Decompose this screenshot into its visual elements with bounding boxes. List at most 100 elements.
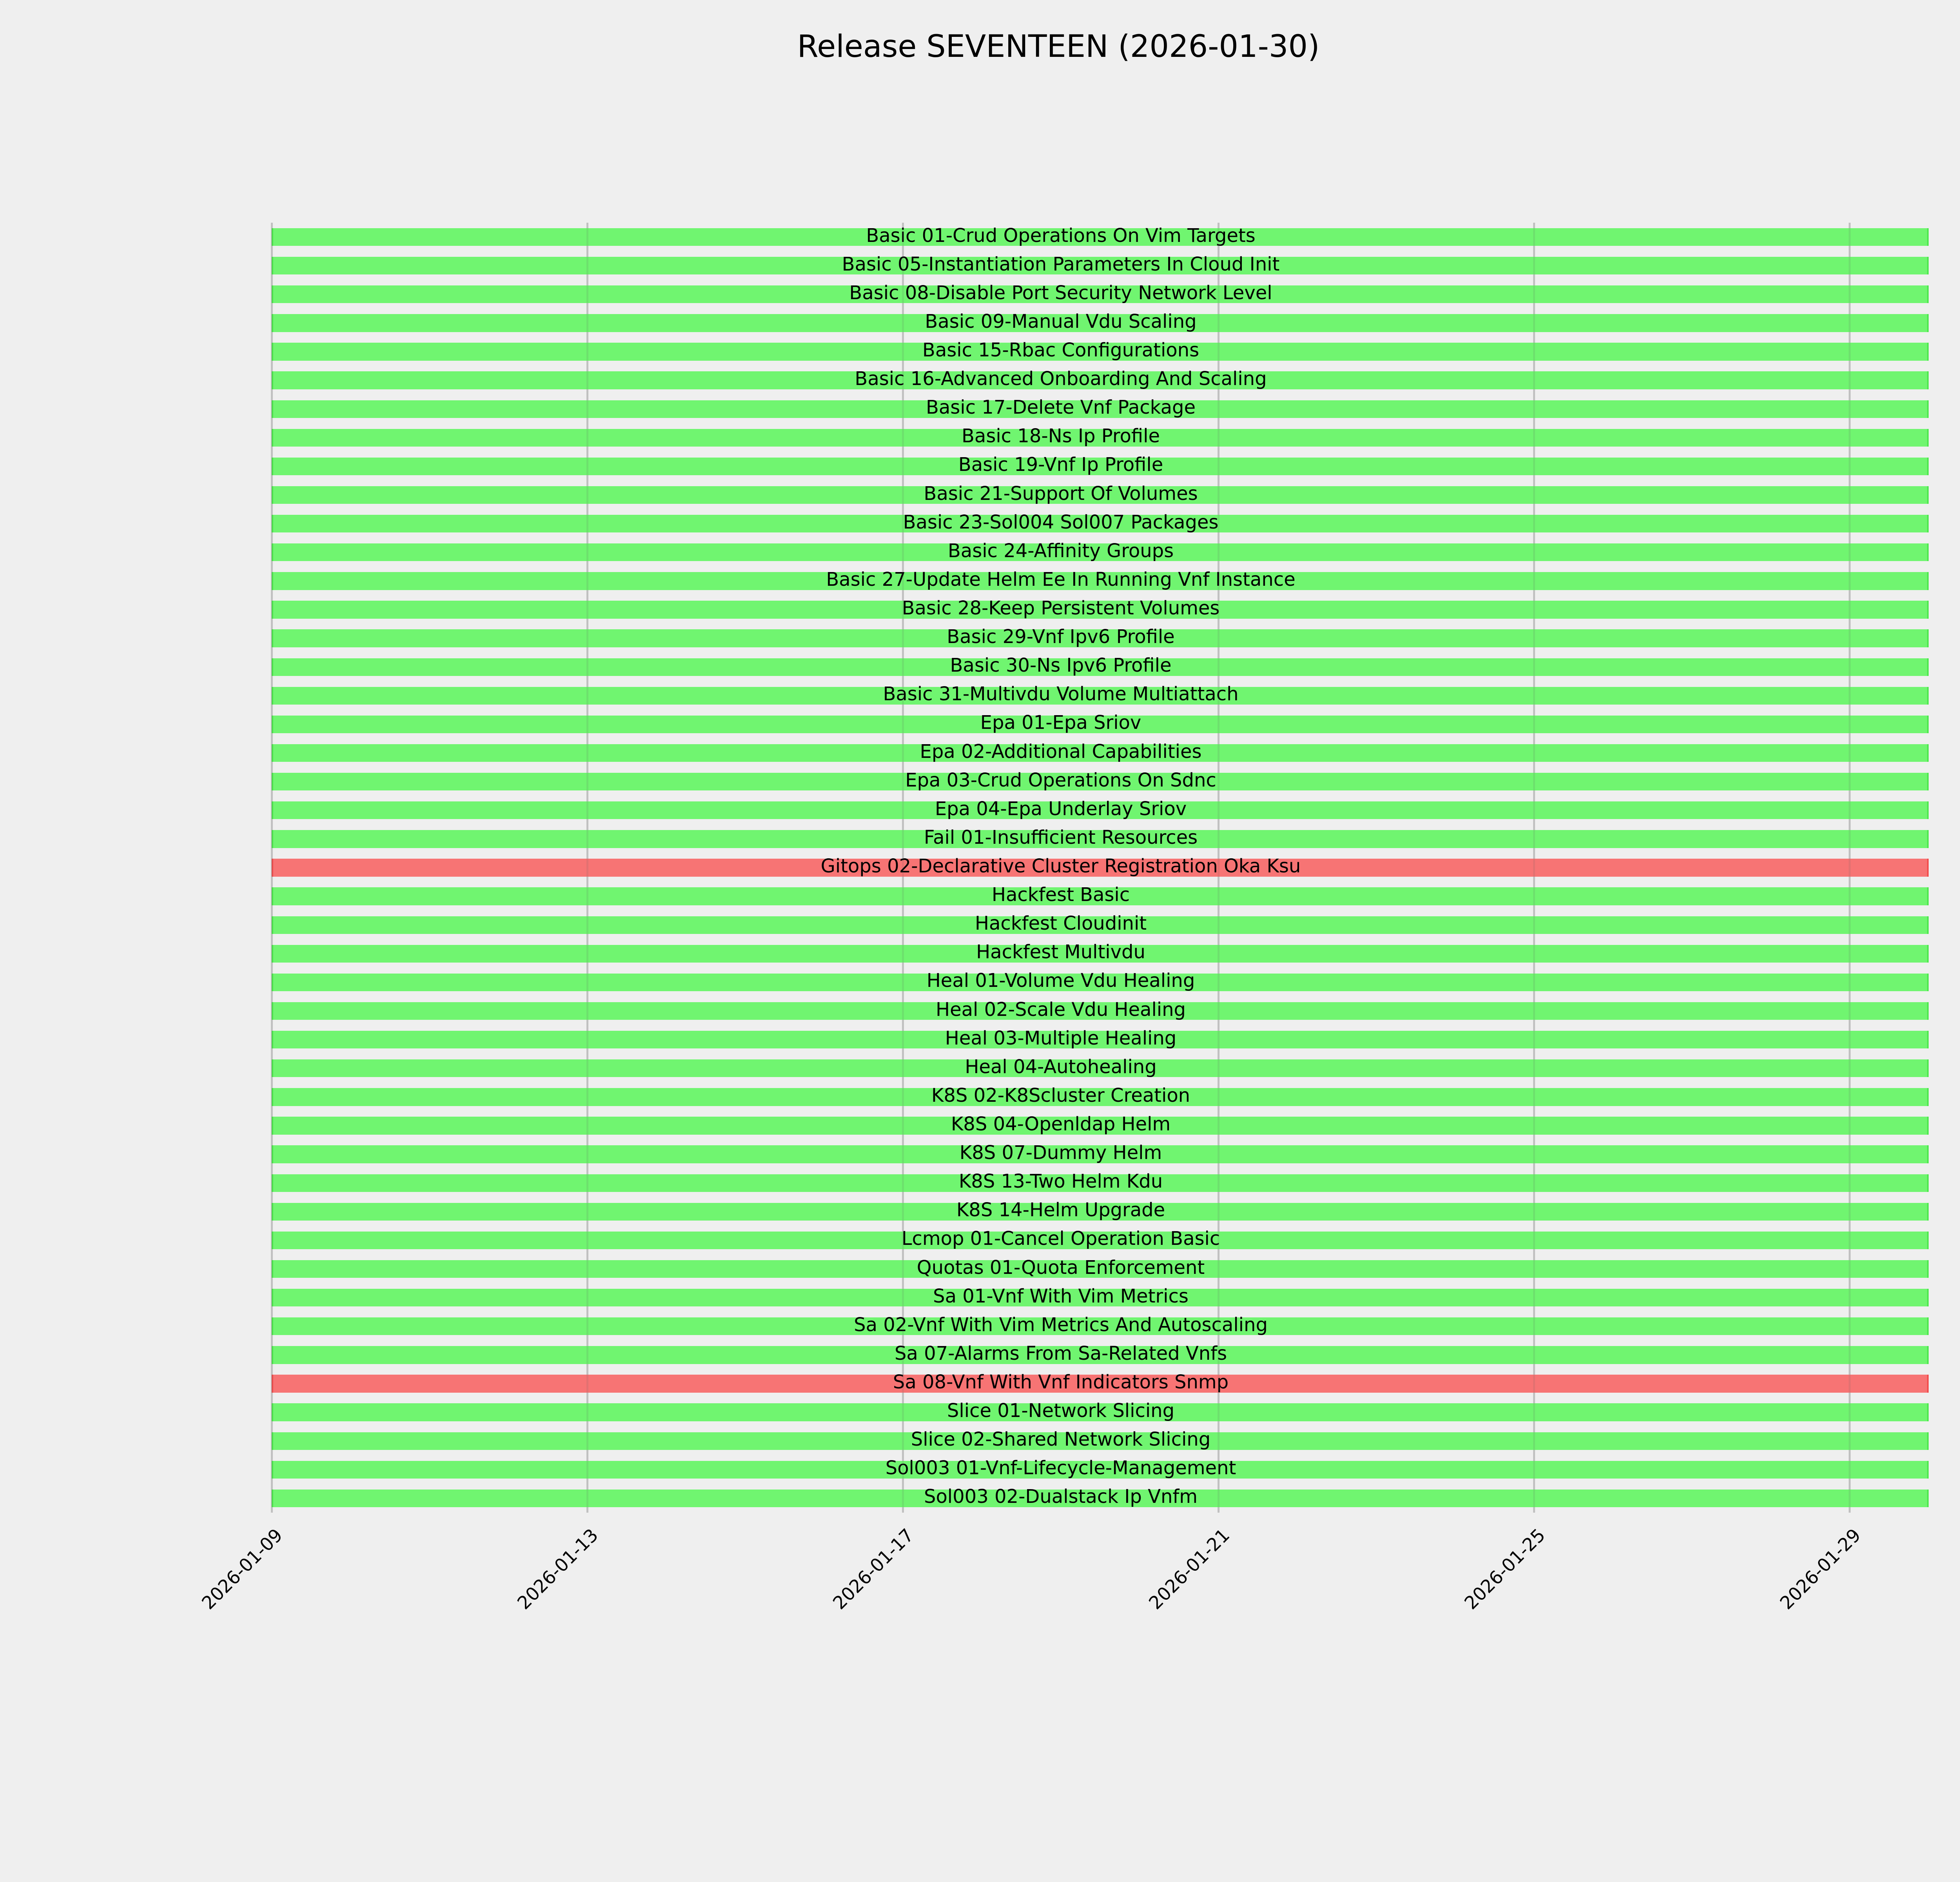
- gantt-row[interactable]: Basic 27-Update Helm Ee In Running Vnf I…: [193, 570, 1929, 590]
- gantt-task-label: Slice 01-Network Slicing: [947, 1400, 1175, 1422]
- gantt-row[interactable]: K8S 07-Dummy Helm: [193, 1143, 1929, 1163]
- gantt-bar-pass[interactable]: [272, 715, 1929, 734]
- gantt-bar-fail[interactable]: [272, 1375, 1929, 1393]
- gantt-row[interactable]: Basic 17-Delete Vnf Package: [193, 398, 1929, 418]
- gantt-bar-pass[interactable]: [272, 572, 1929, 590]
- gantt-bar-pass[interactable]: [272, 343, 1929, 361]
- gantt-row[interactable]: Heal 04-Autohealing: [193, 1055, 1929, 1078]
- gantt-bar-pass[interactable]: [272, 1059, 1929, 1077]
- gantt-row[interactable]: Epa 04-Epa Underlay Sriov: [193, 799, 1929, 819]
- plot-area: Basic 01-Crud Operations On Vim Targets B…: [193, 223, 1929, 1513]
- gantt-bar-pass[interactable]: [272, 1088, 1929, 1106]
- gantt-task-label: Basic 23-Sol004 Sol007 Packages: [903, 511, 1219, 533]
- gantt-bar-pass[interactable]: [272, 830, 1929, 848]
- gantt-bar-pass[interactable]: [272, 1461, 1929, 1479]
- gantt-row[interactable]: Sa 08-Vnf With Vnf Indicators Snmp: [193, 1373, 1929, 1393]
- gantt-bar-pass[interactable]: [272, 945, 1929, 963]
- gantt-row[interactable]: Heal 03-Multiple Healing: [193, 1029, 1929, 1049]
- gantt-row[interactable]: Epa 02-Additional Capabilities: [193, 742, 1929, 762]
- gantt-row[interactable]: Basic 28-Keep Persistent Volumes: [193, 599, 1929, 619]
- gantt-bar-pass[interactable]: [272, 658, 1929, 676]
- gantt-row[interactable]: Heal 01-Volume Vdu Healing: [193, 970, 1929, 992]
- gantt-bar-pass[interactable]: [272, 1403, 1929, 1421]
- gantt-row[interactable]: Heal 02-Scale Vdu Healing: [193, 1000, 1929, 1020]
- gantt-row[interactable]: Basic 18-Ns Ip Profile: [193, 425, 1929, 447]
- gantt-bar-pass[interactable]: [272, 486, 1929, 504]
- gantt-bar-pass[interactable]: [272, 1203, 1929, 1221]
- gantt-bar-pass[interactable]: [272, 687, 1929, 705]
- gantt-row[interactable]: Basic 09-Manual Vdu Scaling: [193, 312, 1929, 332]
- gantt-bar-pass[interactable]: [272, 400, 1929, 418]
- gantt-row[interactable]: Lcmop 01-Cancel Operation Basic: [193, 1229, 1929, 1250]
- gantt-row[interactable]: Sa 02-Vnf With Vim Metrics And Autoscali…: [193, 1315, 1929, 1335]
- gantt-row[interactable]: Epa 01-Epa Sriov: [193, 713, 1929, 734]
- gantt-bar-pass[interactable]: [272, 1289, 1929, 1307]
- gantt-bar-pass[interactable]: [272, 1346, 1929, 1364]
- gantt-task-label: Heal 04-Autohealing: [965, 1055, 1157, 1078]
- gantt-row[interactable]: Basic 21-Support Of Volumes: [193, 482, 1929, 505]
- gantt-bar-pass[interactable]: [272, 429, 1929, 447]
- gantt-row[interactable]: Hackfest Basic: [193, 885, 1929, 905]
- gantt-bar-pass[interactable]: [272, 1031, 1929, 1049]
- gantt-task-label: Basic 21-Support Of Volumes: [924, 482, 1198, 505]
- gantt-row[interactable]: Basic 08-Disable Port Security Network L…: [193, 283, 1929, 303]
- gantt-row[interactable]: Slice 01-Network Slicing: [193, 1400, 1929, 1422]
- gantt-row[interactable]: Hackfest Multivdu: [193, 943, 1929, 963]
- gantt-row[interactable]: K8S 04-Openldap Helm: [193, 1113, 1929, 1135]
- gantt-bar-pass[interactable]: [272, 629, 1929, 647]
- gantt-bar-pass[interactable]: [272, 1002, 1929, 1020]
- gantt-bar-pass[interactable]: [272, 773, 1929, 791]
- gantt-row[interactable]: Basic 16-Advanced Onboarding And Scaling: [193, 369, 1929, 389]
- gantt-row[interactable]: K8S 02-K8Scluster Creation: [193, 1086, 1929, 1106]
- gantt-row[interactable]: Basic 19-Vnf Ip Profile: [193, 455, 1929, 476]
- gantt-bar-pass[interactable]: [272, 601, 1929, 619]
- gantt-row[interactable]: Gitops 02-Declarative Cluster Registrati…: [193, 857, 1929, 877]
- gantt-task-label: Basic 18-Ns Ip Profile: [961, 425, 1160, 447]
- gantt-row[interactable]: Basic 29-Vnf Ipv6 Profile: [193, 627, 1929, 647]
- gantt-task-label: Heal 01-Volume Vdu Healing: [926, 970, 1195, 992]
- gantt-row[interactable]: Slice 02-Shared Network Slicing: [193, 1430, 1929, 1450]
- chart-title: Release SEVENTEEN (2026-01-30): [797, 29, 1320, 64]
- gantt-task-label: K8S 04-Openldap Helm: [951, 1113, 1171, 1135]
- gantt-bar-pass[interactable]: [272, 744, 1929, 762]
- gantt-bar-pass[interactable]: [272, 371, 1929, 389]
- gantt-bar-pass[interactable]: [272, 1489, 1929, 1508]
- gantt-bar-pass[interactable]: [272, 1117, 1929, 1135]
- gantt-row[interactable]: Quotas 01-Quota Enforcement: [193, 1256, 1929, 1279]
- gantt-bar-pass[interactable]: [272, 314, 1929, 332]
- gantt-bar-pass[interactable]: [272, 515, 1929, 533]
- gantt-bar-pass[interactable]: [272, 801, 1929, 819]
- gantt-bar-pass[interactable]: [272, 1145, 1929, 1163]
- gantt-row[interactable]: Basic 05-Instantiation Parameters In Clo…: [193, 255, 1929, 275]
- gantt-row[interactable]: K8S 13-Two Helm Kdu: [193, 1172, 1929, 1192]
- gantt-row[interactable]: Basic 31-Multivdu Volume Multiattach: [193, 685, 1929, 705]
- gantt-bar-pass[interactable]: [272, 1317, 1929, 1335]
- gantt-row[interactable]: Sa 07-Alarms From Sa-Related Vnfs: [193, 1344, 1929, 1364]
- gantt-bar-pass[interactable]: [272, 887, 1929, 905]
- gantt-bar-pass[interactable]: [272, 285, 1929, 303]
- gantt-row[interactable]: Sa 01-Vnf With Vim Metrics: [193, 1287, 1929, 1307]
- gantt-row[interactable]: Basic 15-Rbac Configurations: [193, 341, 1929, 361]
- gantt-bar-pass[interactable]: [272, 228, 1929, 246]
- gantt-row[interactable]: Fail 01-Insufficient Resources: [193, 828, 1929, 848]
- gantt-bar-pass[interactable]: [272, 543, 1929, 561]
- gantt-row[interactable]: Sol003 01-Vnf-Lifecycle-Management: [193, 1459, 1929, 1479]
- gantt-bar-pass[interactable]: [272, 973, 1929, 992]
- gantt-row[interactable]: Basic 30-Ns Ipv6 Profile: [193, 656, 1929, 676]
- gantt-bar-pass[interactable]: [272, 457, 1929, 476]
- gantt-bar-pass[interactable]: [272, 1260, 1929, 1278]
- gantt-row[interactable]: Epa 03-Crud Operations On Sdnc: [193, 771, 1929, 791]
- gantt-bar-pass[interactable]: [272, 1231, 1929, 1250]
- gantt-row[interactable]: Basic 01-Crud Operations On Vim Targets: [193, 226, 1929, 246]
- gantt-bar-fail[interactable]: [272, 859, 1929, 877]
- gantt-bar-pass[interactable]: [272, 257, 1929, 275]
- gantt-bar-pass[interactable]: [272, 916, 1929, 934]
- gantt-row[interactable]: Basic 24-Affinity Groups: [193, 541, 1929, 561]
- gantt-row[interactable]: Sol003 02-Dualstack Ip Vnfm: [193, 1487, 1929, 1508]
- gantt-bar-pass[interactable]: [272, 1174, 1929, 1192]
- gantt-row[interactable]: K8S 14-Helm Upgrade: [193, 1201, 1929, 1221]
- gantt-bar-pass[interactable]: [272, 1432, 1929, 1450]
- gantt-row[interactable]: Basic 23-Sol004 Sol007 Packages: [193, 511, 1929, 533]
- gantt-row[interactable]: Hackfest Cloudinit: [193, 914, 1929, 934]
- gantt-task-label: Quotas 01-Quota Enforcement: [916, 1256, 1205, 1279]
